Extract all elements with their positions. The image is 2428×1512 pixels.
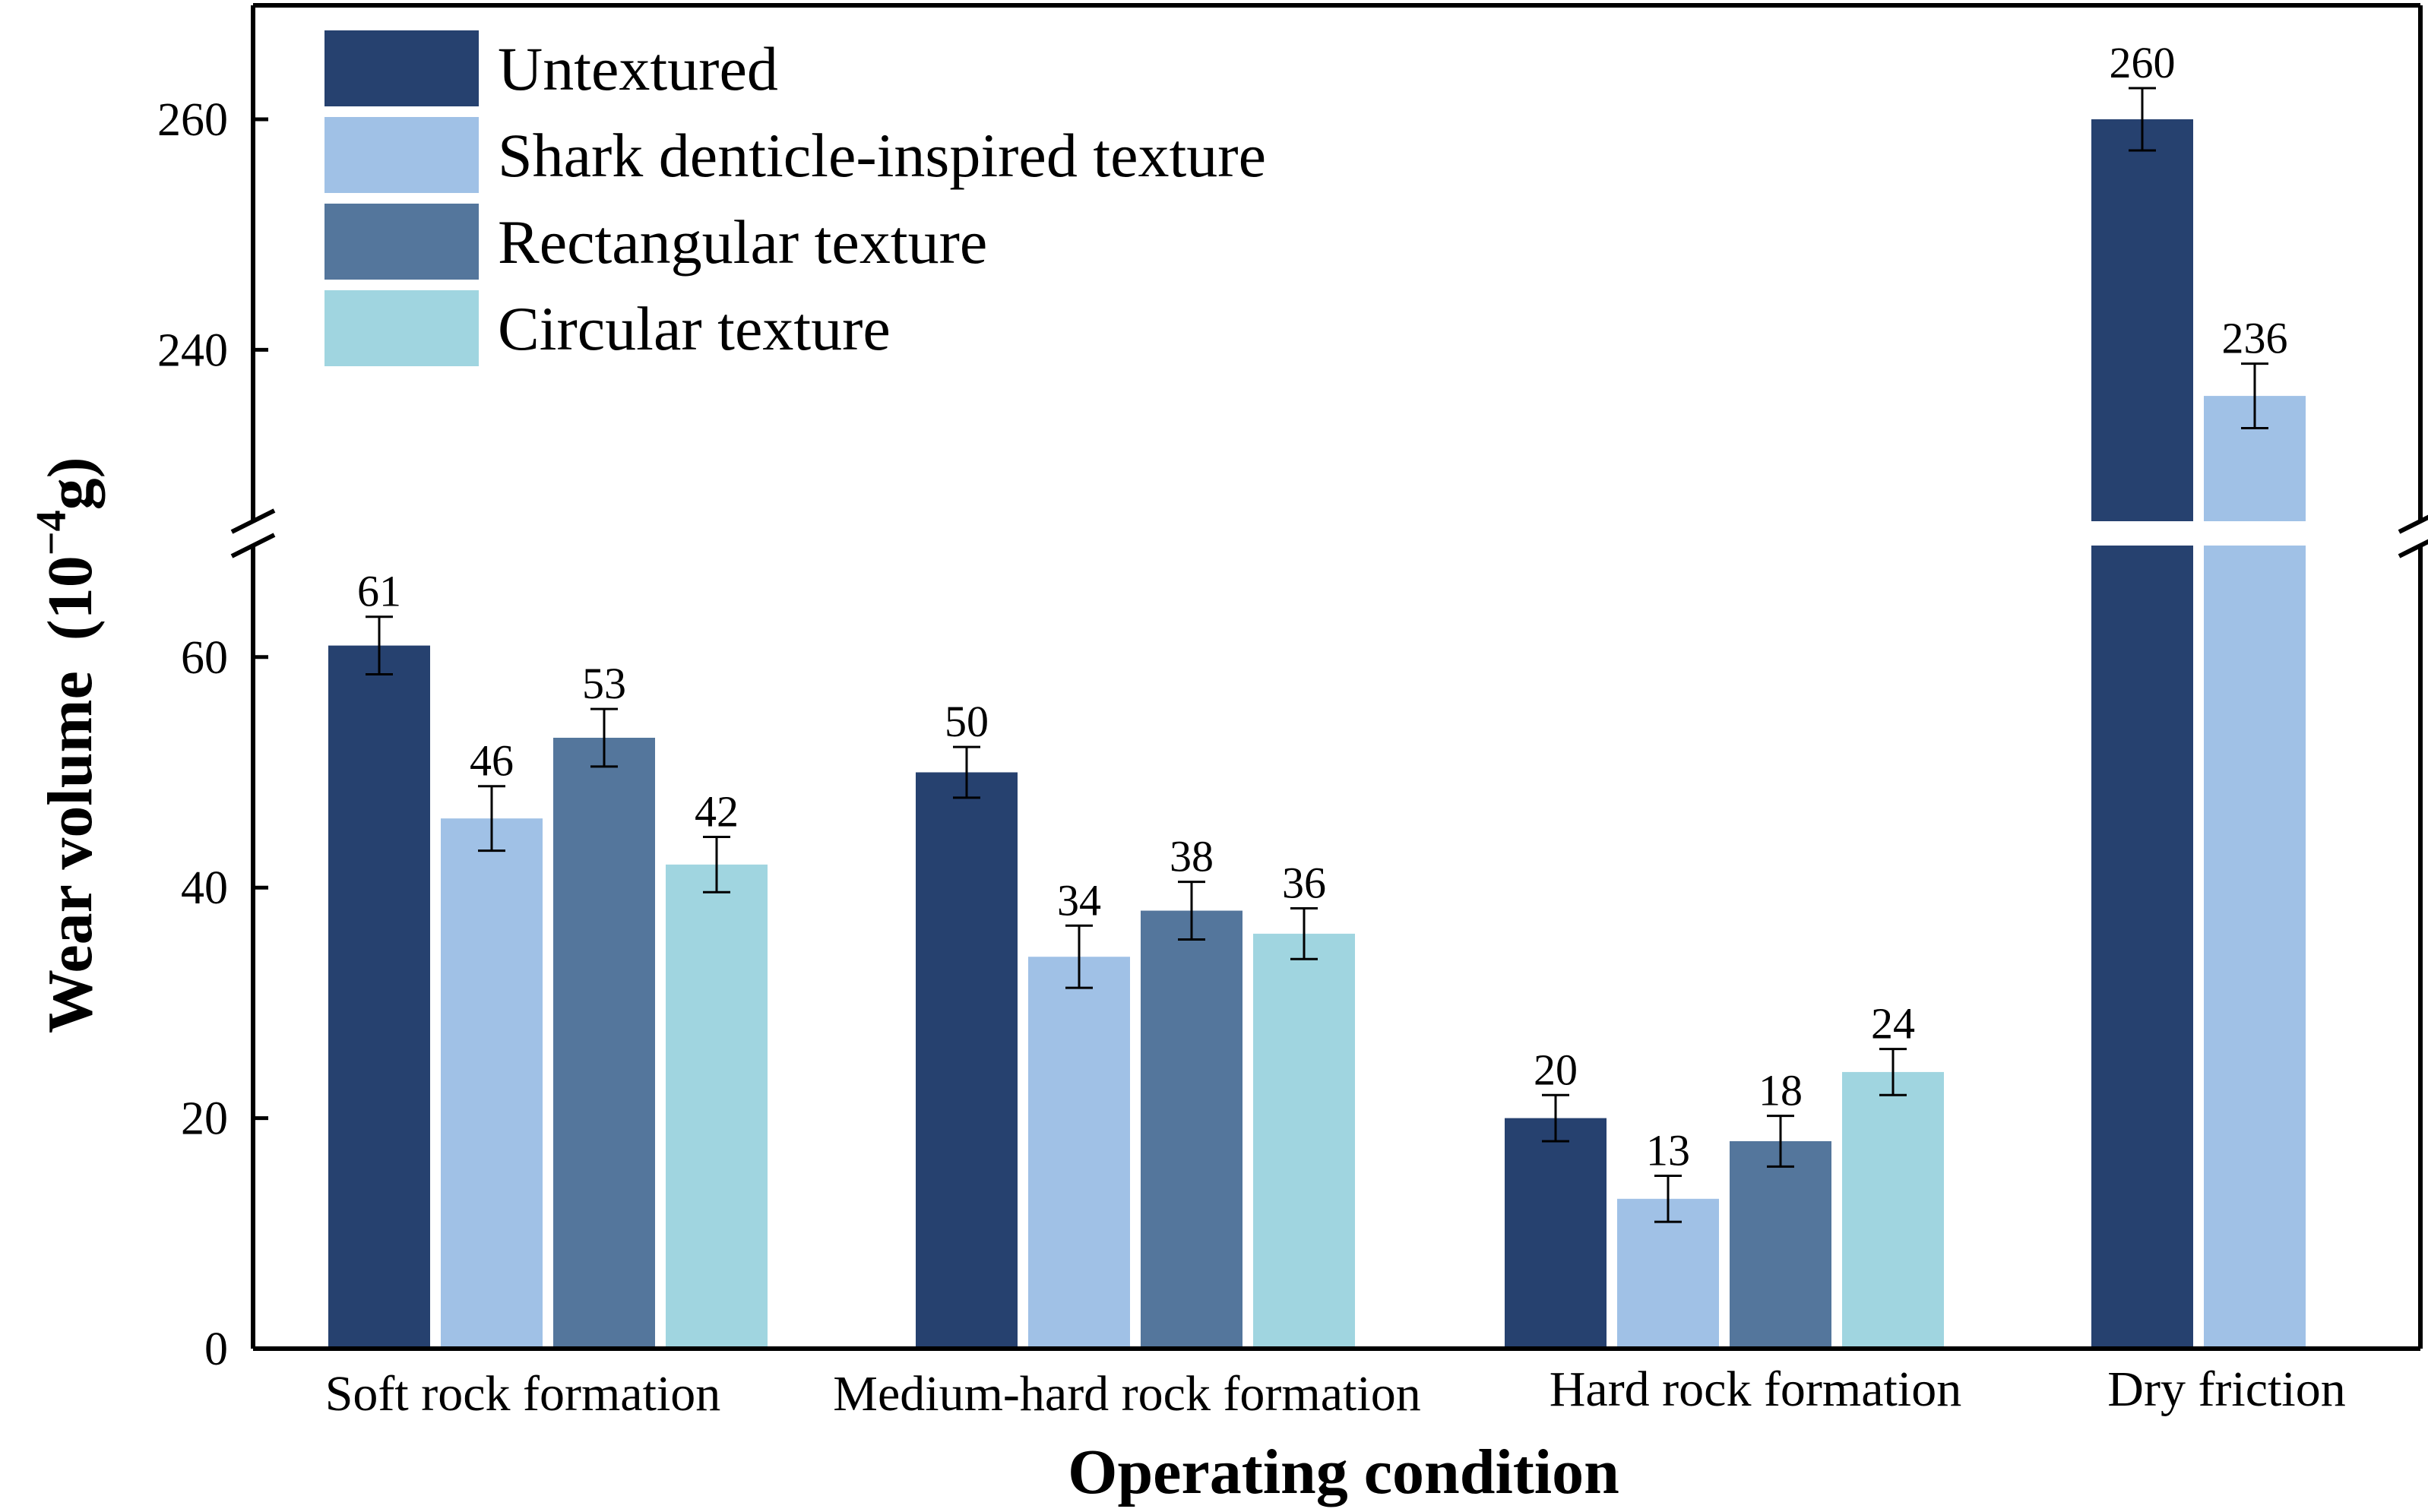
bar-0-0 — [328, 645, 430, 1349]
value-label-1-0: 46 — [470, 736, 514, 786]
value-label-0-1: 50 — [945, 697, 989, 746]
legend-label-untextured: Untextured — [498, 34, 778, 103]
bar-1-0 — [441, 818, 543, 1349]
y-lower-tick-label-3: 60 — [181, 632, 228, 684]
value-label-3-0: 42 — [695, 786, 739, 836]
value-label-1-3: 236 — [2222, 314, 2288, 363]
bar-1-1 — [1028, 957, 1130, 1349]
y-lower-tick-label-0: 0 — [204, 1324, 228, 1375]
legend-swatch-rectangular — [324, 204, 479, 280]
svg-text:Wear volume(10−4g): Wear volume (10−4g) — [28, 457, 106, 1033]
bar-3-1 — [1253, 933, 1355, 1349]
value-label-0-3: 260 — [2110, 38, 2176, 87]
error-bars-layer — [366, 87, 2268, 1223]
legend: Untextured Shark denticle-inspired textu… — [324, 30, 1266, 366]
axis-break-marks — [230, 508, 2428, 558]
y-axis-unit: (10 — [35, 555, 106, 641]
bars-layer — [328, 119, 2306, 1349]
bar-0-1 — [916, 772, 1018, 1349]
bar-0-3 — [2091, 119, 2193, 1349]
error-bar-0-0 — [366, 615, 393, 676]
axis-break-gap — [252, 521, 2428, 546]
bar-3-0 — [666, 864, 768, 1349]
legend-label-rectangular: Rectangular texture — [498, 207, 987, 277]
error-bar-0-3 — [2129, 87, 2156, 152]
value-labels-layer: 61 50 20 260 46 34 13 236 53 38 18 42 36 24 — [357, 38, 2288, 1175]
bar-1-2 — [1617, 1198, 1719, 1349]
legend-swatch-circular — [324, 290, 479, 366]
y-lower-tick-label-2: 40 — [181, 862, 228, 914]
value-label-2-2: 18 — [1758, 1066, 1803, 1115]
bar-1-3 — [2204, 396, 2306, 1349]
y-lower-tick-label-1: 20 — [181, 1093, 228, 1145]
error-bar-2-0 — [590, 707, 618, 768]
error-bar-1-0 — [478, 785, 505, 852]
x-tick-label-dry-friction: Dry friction — [2107, 1362, 2345, 1417]
x-tick-label-hard-rock: Hard rock formation — [1550, 1362, 1961, 1417]
value-label-2-0: 53 — [582, 659, 626, 708]
value-label-0-0: 61 — [357, 567, 401, 616]
error-bar-3-0 — [703, 835, 730, 894]
y-axis-title-text: Wear volume — [35, 671, 106, 1033]
error-bar-1-2 — [1654, 1174, 1682, 1223]
bar-0-2 — [1505, 1118, 1607, 1349]
plot-frame — [251, 3, 2423, 1351]
y-upper-tick-label-0: 240 — [157, 324, 228, 376]
error-bar-3-1 — [1290, 907, 1318, 960]
value-label-1-1: 34 — [1057, 875, 1101, 925]
error-bar-1-1 — [1065, 924, 1093, 989]
y-axis-unit-exponent: −4 — [28, 510, 75, 555]
error-bar-2-2 — [1767, 1115, 1794, 1168]
legend-label-shark-denticle: Shark denticle-inspired texture — [498, 121, 1266, 190]
legend-swatch-untextured — [324, 30, 479, 106]
y-upper-tick-label-1: 260 — [157, 94, 228, 146]
value-label-0-2: 20 — [1534, 1045, 1578, 1094]
bar-2-1 — [1141, 910, 1242, 1349]
x-tick-label-medium-hard-rock: Medium-hard rock formation — [833, 1366, 1420, 1422]
value-label-3-1: 36 — [1282, 859, 1326, 908]
error-bar-2-1 — [1178, 881, 1205, 941]
value-label-3-2: 24 — [1871, 999, 1915, 1049]
bar-2-0 — [553, 737, 655, 1349]
value-label-1-2: 13 — [1646, 1125, 1690, 1175]
bar-2-2 — [1730, 1140, 1831, 1349]
x-axis-title: Operating condition — [1068, 1437, 1619, 1507]
bar-3-2 — [1842, 1071, 1944, 1349]
error-bar-0-2 — [1542, 1093, 1569, 1143]
x-tick-label-soft-rock: Soft rock formation — [325, 1366, 721, 1422]
y-axis-title: Wear volume (10−4g) — [28, 457, 106, 1033]
error-bar-3-2 — [1879, 1048, 1907, 1096]
legend-label-circular: Circular texture — [498, 294, 891, 363]
error-bar-1-3 — [2241, 362, 2268, 430]
legend-swatch-shark-denticle — [324, 117, 479, 193]
y-ticks-layer: 0 20 40 60 240 260 — [157, 94, 268, 1375]
y-axis-unit-tail: g) — [35, 457, 106, 510]
error-bar-0-1 — [953, 745, 980, 799]
value-label-2-1: 38 — [1170, 832, 1214, 881]
